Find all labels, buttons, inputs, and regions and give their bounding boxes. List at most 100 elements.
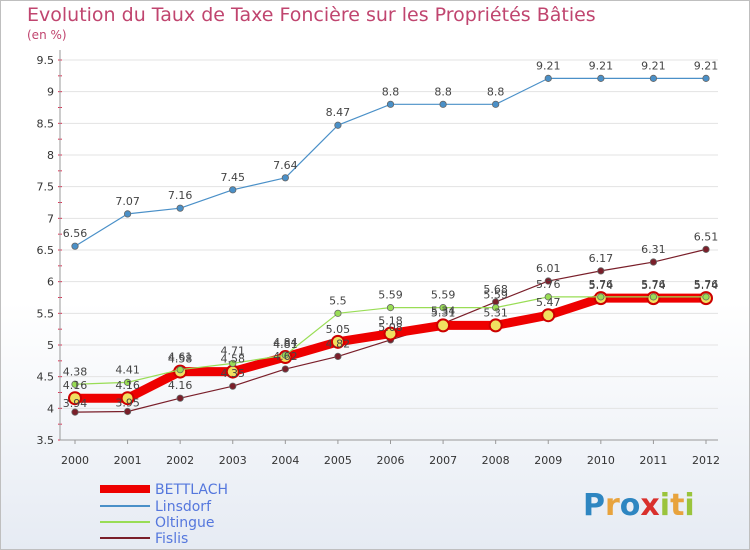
data-label: 4.71 bbox=[221, 344, 246, 357]
logo-letter: i bbox=[684, 488, 695, 523]
data-label: 5.59 bbox=[431, 289, 456, 302]
data-label: 4.41 bbox=[115, 363, 140, 376]
point-fislis bbox=[334, 352, 342, 360]
data-label: 7.07 bbox=[115, 195, 140, 208]
y-tick-label: 5.5 bbox=[37, 307, 55, 320]
x-tick-label: 2003 bbox=[219, 454, 247, 467]
point-linsdorf bbox=[492, 100, 500, 108]
data-label: 5.18 bbox=[378, 315, 403, 328]
data-label: 8.8 bbox=[382, 85, 400, 98]
data-label: 7.45 bbox=[221, 171, 246, 184]
x-tick-label: 2006 bbox=[377, 454, 405, 467]
y-tick-label: 4.5 bbox=[37, 371, 55, 384]
point-fislis bbox=[649, 258, 658, 266]
data-label: 5.74 bbox=[589, 279, 614, 292]
chart-subtitle: (en %) bbox=[27, 28, 67, 42]
point-linsdorf bbox=[386, 100, 395, 108]
axes: 3.5 4 4.5 5 5.5 6 6.5 7 7.5 8 8.5 9 9.5 2000 2001 2002 2… bbox=[37, 50, 720, 467]
data-label: 4.82 bbox=[326, 337, 351, 350]
point-bettlach bbox=[120, 391, 135, 406]
proxiti-logo: Proxiti bbox=[583, 488, 695, 523]
x-tick-label: 2012 bbox=[692, 454, 720, 467]
x-tick-label: 2000 bbox=[61, 454, 89, 467]
logo-letter: r bbox=[605, 488, 620, 523]
chart-title: Evolution du Taux de Taxe Foncière sur l… bbox=[27, 4, 596, 26]
data-label: 3.94 bbox=[63, 397, 88, 410]
y-tick-label: 5 bbox=[47, 339, 54, 352]
point-linsdorf bbox=[229, 186, 237, 194]
x-tick-label: 2005 bbox=[324, 454, 352, 467]
data-label: 6.17 bbox=[589, 252, 614, 265]
logo-letter: o bbox=[619, 488, 641, 523]
y-tick-label: 7 bbox=[47, 212, 54, 225]
point-fislis bbox=[229, 382, 237, 390]
y-tick-label: 8 bbox=[47, 149, 54, 162]
point-oltingue bbox=[649, 293, 658, 301]
data-label: 4.58 bbox=[221, 353, 246, 366]
point-oltingue bbox=[702, 293, 710, 301]
data-label: 4.84 bbox=[273, 336, 298, 349]
point-oltingue bbox=[386, 304, 395, 312]
data-label: 6.51 bbox=[694, 230, 719, 243]
point-linsdorf bbox=[439, 100, 447, 108]
y-tick-label: 3.5 bbox=[37, 434, 55, 447]
grid-lines bbox=[60, 59, 718, 441]
data-label: 5.31 bbox=[431, 306, 456, 319]
data-label: 4.58 bbox=[168, 353, 193, 366]
point-oltingue bbox=[71, 380, 79, 388]
data-label: 4.35 bbox=[221, 367, 246, 380]
data-label: 5.05 bbox=[326, 323, 351, 336]
y-tick-label: 6 bbox=[47, 276, 54, 289]
point-linsdorf bbox=[281, 174, 289, 182]
data-label: 5.76 bbox=[589, 278, 614, 291]
y-tick-label: 8.5 bbox=[37, 117, 55, 130]
x-tick-label: 2004 bbox=[271, 454, 299, 467]
data-label: 4.61 bbox=[168, 351, 193, 364]
point-bettlach bbox=[436, 318, 451, 333]
data-label: 4.16 bbox=[168, 379, 193, 392]
data-label: 5.08 bbox=[378, 321, 403, 334]
y-tick-label: 4 bbox=[47, 402, 54, 415]
point-fislis bbox=[123, 407, 132, 416]
series-layer bbox=[68, 74, 713, 416]
data-label: 5.47 bbox=[536, 296, 561, 309]
x-tick-label: 2007 bbox=[429, 454, 457, 467]
x-tick-label: 2008 bbox=[482, 454, 510, 467]
legend-label-fislis: Fislis bbox=[155, 531, 188, 547]
legend-label-bettlach: BETTLACH bbox=[155, 482, 228, 498]
legend-label-oltingue: Oltingue bbox=[155, 515, 215, 531]
data-label: 8.8 bbox=[434, 85, 452, 98]
point-fislis bbox=[702, 245, 710, 253]
point-linsdorf bbox=[597, 74, 605, 82]
data-label: 3.95 bbox=[115, 397, 140, 410]
point-bettlach bbox=[68, 391, 82, 406]
logo-letter: i bbox=[659, 488, 671, 523]
data-label: 5.76 bbox=[536, 278, 561, 291]
y-tick-label: 7.5 bbox=[37, 181, 55, 194]
data-label: 4.16 bbox=[115, 379, 140, 392]
point-linsdorf bbox=[649, 74, 658, 82]
x-tick-label: 2009 bbox=[534, 454, 562, 467]
legend-label-linsdorf: Linsdorf bbox=[155, 499, 212, 515]
logo-letter: P bbox=[583, 488, 605, 523]
data-label: 5.34 bbox=[431, 304, 456, 317]
data-label: 6.01 bbox=[536, 262, 561, 275]
data-label: 5.74 bbox=[694, 279, 719, 292]
data-label: 9.21 bbox=[536, 59, 561, 72]
point-linsdorf bbox=[544, 74, 552, 82]
y-tick-label: 6.5 bbox=[37, 244, 55, 257]
data-label: 4.38 bbox=[63, 365, 88, 378]
x-tick-label: 2011 bbox=[639, 454, 667, 467]
y-tick-label: 9 bbox=[47, 86, 54, 99]
data-label: 4.81 bbox=[273, 338, 298, 351]
data-label: 8.47 bbox=[326, 106, 351, 119]
point-oltingue bbox=[439, 304, 447, 312]
point-bettlach bbox=[330, 334, 345, 349]
point-bettlach bbox=[488, 318, 503, 333]
point-fislis bbox=[544, 277, 552, 285]
point-bettlach bbox=[541, 308, 556, 323]
data-label: 5.59 bbox=[378, 289, 403, 302]
point-fislis bbox=[597, 267, 605, 275]
data-label: 6.31 bbox=[641, 243, 666, 256]
